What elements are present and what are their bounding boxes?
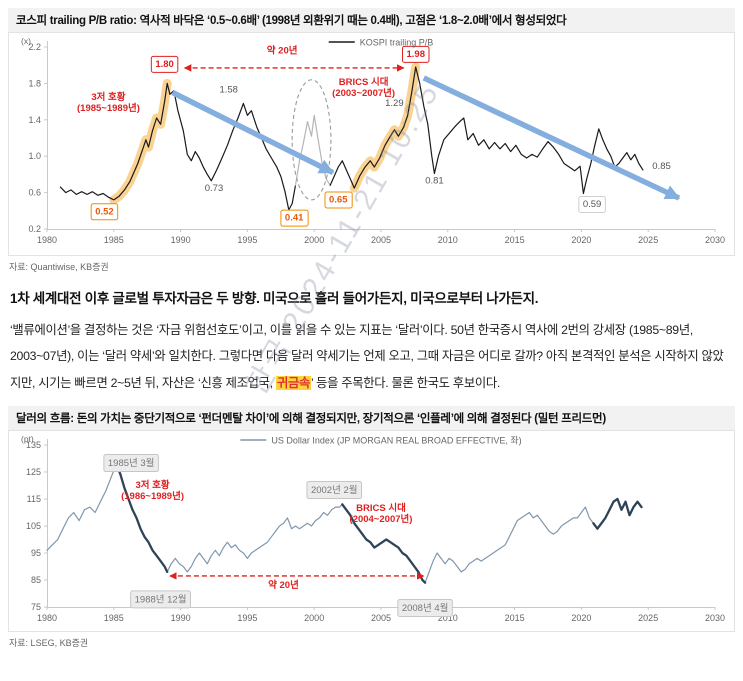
svg-text:1985년 3월: 1985년 3월 [108, 457, 155, 469]
commentary-paragraph: ‘밸류에이션’을 결정하는 것은 ‘자금 위험선호도’이고, 이를 읽을 수 있… [10, 317, 733, 396]
svg-text:1988년 12월: 1988년 12월 [135, 594, 187, 606]
svg-text:3저 호황: 3저 호황 [91, 91, 125, 103]
svg-text:1.0: 1.0 [28, 151, 41, 161]
dollar-chart-title: 달러의 흐름: 돈의 가치는 중단기적으로 ‘펀더멘탈 차이’에 의해 결정되지… [8, 406, 735, 431]
svg-text:2005: 2005 [371, 235, 391, 245]
paragraph-text-after: ’ 등을 주목한다. 물론 한국도 후보이다. [310, 375, 500, 390]
kospi-chart-section: 코스피 trailing P/B ratio: 역사적 바닥은 ‘0.5~0.6… [8, 8, 735, 273]
svg-text:1995: 1995 [237, 235, 257, 245]
svg-text:0.81: 0.81 [425, 176, 444, 187]
svg-text:0.6: 0.6 [28, 188, 41, 198]
svg-text:(x): (x) [21, 36, 31, 46]
kospi-chart-source: 자료: Quantiwise, KB증권 [9, 262, 109, 272]
svg-text:2008년 4월: 2008년 4월 [402, 602, 449, 614]
svg-text:2005: 2005 [371, 613, 391, 623]
svg-text:1985: 1985 [104, 613, 124, 623]
svg-text:1.58: 1.58 [219, 85, 238, 96]
svg-text:1985: 1985 [104, 235, 124, 245]
svg-text:125: 125 [26, 467, 41, 477]
svg-text:0.73: 0.73 [205, 183, 224, 194]
kospi-chart-title: 코스피 trailing P/B ratio: 역사적 바닥은 ‘0.5~0.6… [8, 8, 735, 32]
svg-text:95: 95 [31, 548, 41, 558]
svg-text:0.52: 0.52 [95, 206, 114, 217]
svg-text:US Dollar Index (JP MORGAN REA: US Dollar Index (JP MORGAN REAL BROAD EF… [271, 436, 521, 446]
svg-text:약 20년: 약 20년 [268, 579, 299, 591]
svg-text:2002년 2월: 2002년 2월 [311, 484, 358, 496]
svg-text:(1986~1989년): (1986~1989년) [121, 491, 184, 503]
svg-text:2030: 2030 [705, 235, 725, 245]
svg-text:2010: 2010 [438, 613, 458, 623]
svg-text:2010: 2010 [438, 235, 458, 245]
svg-text:1990: 1990 [171, 613, 191, 623]
svg-text:BRICS 시대: BRICS 시대 [356, 502, 406, 514]
dollar-chart-source: 자료: LSEG, KB증권 [9, 638, 89, 649]
svg-text:1.80: 1.80 [155, 59, 174, 70]
svg-text:2020: 2020 [571, 235, 591, 245]
svg-text:1980: 1980 [37, 235, 57, 245]
commentary-section: 1차 세계대전 이후 글로벌 투자자금은 두 방향. 미국으로 흘러 들어가든지… [10, 287, 733, 396]
svg-text:0.2: 0.2 [28, 224, 41, 234]
svg-text:2030: 2030 [705, 613, 725, 623]
dollar-index-chart: 75 85 95 105 115 125 135 1980 1985 1990 1995 2000 20… [21, 434, 725, 623]
svg-text:1990: 1990 [171, 235, 191, 245]
svg-text:3저 호황: 3저 호황 [135, 480, 169, 492]
svg-text:2025: 2025 [638, 235, 658, 245]
svg-text:1.29: 1.29 [385, 98, 404, 109]
svg-text:0.65: 0.65 [329, 194, 348, 205]
svg-text:0.41: 0.41 [285, 213, 304, 224]
paragraph-text-before: ‘밸류에이션’을 결정하는 것은 ‘자금 위험선호도’이고, 이를 읽을 수 있… [10, 323, 724, 390]
svg-text:105: 105 [26, 521, 41, 531]
svg-text:85: 85 [31, 575, 41, 585]
svg-text:135: 135 [26, 440, 41, 450]
dollar-chart-frame: 75 85 95 105 115 125 135 1980 1985 1990 1995 2000 20… [8, 430, 735, 633]
dollar-chart-section: 달러의 흐름: 돈의 가치는 중단기적으로 ‘펀더멘탈 차이’에 의해 결정되지… [8, 406, 735, 649]
highlighted-term: 귀금속 [275, 375, 311, 390]
svg-text:2015: 2015 [505, 235, 525, 245]
svg-text:2025: 2025 [638, 613, 658, 623]
svg-text:75: 75 [31, 602, 41, 612]
svg-text:(pt): (pt) [21, 434, 34, 444]
svg-text:2015: 2015 [505, 613, 525, 623]
svg-text:(1985~1989년): (1985~1989년) [77, 102, 140, 114]
svg-text:0.85: 0.85 [652, 161, 671, 172]
svg-text:1980: 1980 [37, 613, 57, 623]
svg-text:1.98: 1.98 [406, 49, 425, 60]
svg-text:2.2: 2.2 [28, 42, 41, 52]
svg-text:1995: 1995 [237, 613, 257, 623]
kospi-pb-chart: 0.2 0.6 1.0 1.4 1.8 2.2 1980 1985 1990 1995 2000 20… [21, 36, 725, 245]
commentary-heading: 1차 세계대전 이후 글로벌 투자자금은 두 방향. 미국으로 흘러 들어가든지… [10, 291, 539, 306]
svg-text:(2004~2007년): (2004~2007년) [350, 513, 413, 525]
svg-text:2000: 2000 [304, 235, 324, 245]
svg-text:(2003~2007년): (2003~2007년) [332, 87, 395, 99]
kospi-chart-frame: 0.2 0.6 1.0 1.4 1.8 2.2 1980 1985 1990 1995 2000 20… [8, 32, 735, 256]
svg-text:115: 115 [27, 494, 41, 504]
svg-text:1.8: 1.8 [28, 78, 41, 88]
svg-text:2020: 2020 [571, 613, 591, 623]
svg-text:약 20년: 약 20년 [267, 44, 298, 56]
svg-text:0.59: 0.59 [583, 199, 602, 210]
svg-text:BRICS 시대: BRICS 시대 [339, 76, 389, 88]
svg-text:2000: 2000 [304, 613, 324, 623]
svg-text:1.4: 1.4 [28, 115, 41, 125]
svg-text:KOSPI trailing P/B: KOSPI trailing P/B [360, 38, 434, 48]
